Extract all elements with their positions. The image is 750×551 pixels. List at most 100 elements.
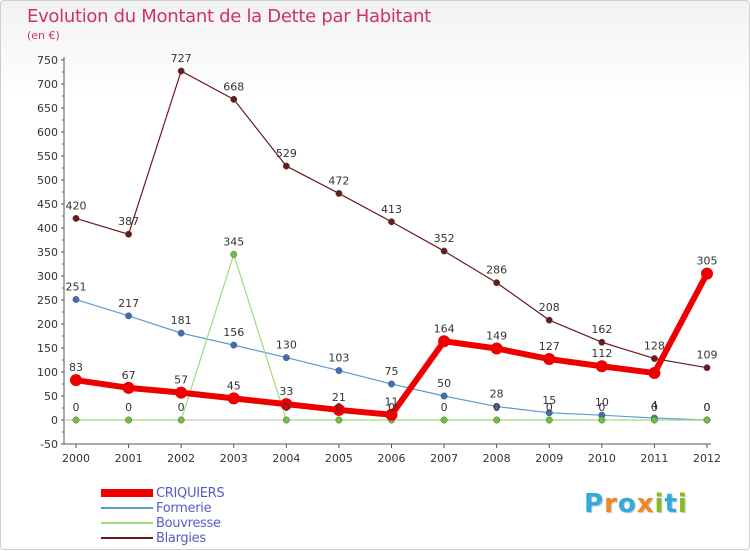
data-point-criquiers — [438, 335, 451, 348]
data-label-blargies: 352 — [434, 232, 455, 245]
data-point-formerie — [493, 403, 501, 411]
data-label-criquiers: 305 — [697, 255, 718, 268]
data-label-criquiers: 149 — [486, 329, 507, 342]
logo-letter: t — [664, 489, 678, 519]
data-label-bouvresse: 0 — [125, 401, 132, 414]
data-label-blargies: 668 — [223, 80, 244, 93]
data-point-criquiers — [385, 408, 398, 421]
y-tick-label: 700 — [37, 78, 58, 91]
data-point-blargies — [282, 162, 290, 170]
data-point-bouvresse — [440, 416, 448, 424]
x-tick-label: 2002 — [167, 452, 195, 465]
data-label-blargies: 208 — [539, 301, 560, 314]
data-point-bouvresse — [598, 416, 606, 424]
data-point-bouvresse — [493, 416, 501, 424]
data-label-bouvresse: 0 — [178, 401, 185, 414]
data-point-criquiers — [280, 398, 293, 411]
data-label-formerie: 10 — [595, 396, 609, 409]
data-point-blargies — [177, 67, 185, 75]
data-point-bouvresse — [177, 416, 185, 424]
data-point-formerie — [545, 409, 553, 417]
legend-swatch-formerie — [101, 507, 153, 509]
data-point-bouvresse — [72, 416, 80, 424]
data-label-blargies: 529 — [276, 147, 297, 160]
data-point-blargies — [440, 247, 448, 255]
logo-letter: o — [617, 489, 637, 519]
series-line-criquiers — [73, 270, 710, 418]
data-point-criquiers — [175, 386, 188, 399]
y-tick-label: 200 — [37, 318, 58, 331]
x-tick-label: 2001 — [115, 452, 143, 465]
data-point-formerie — [335, 367, 343, 375]
data-point-criquiers — [595, 360, 608, 373]
x-tick-label: 2008 — [483, 452, 511, 465]
logo-letter: P — [584, 489, 605, 519]
x-tick-label: 2003 — [220, 452, 248, 465]
data-label-blargies: 420 — [66, 199, 87, 212]
y-tick-label: 50 — [44, 390, 58, 403]
data-label-bouvresse: 0 — [441, 401, 448, 414]
legend-label-criquiers: CRIQUIERS — [156, 486, 225, 501]
data-point-criquiers — [70, 374, 82, 387]
y-tick-label: 100 — [37, 366, 58, 379]
data-point-bouvresse — [125, 416, 133, 424]
data-label-formerie: 28 — [490, 388, 504, 401]
data-point-blargies — [493, 279, 501, 287]
data-point-bouvresse — [650, 416, 658, 424]
data-point-formerie — [440, 392, 448, 400]
x-tick-label: 2004 — [272, 452, 300, 465]
data-label-criquiers: 57 — [174, 374, 188, 387]
data-label-bouvresse: 0 — [493, 401, 500, 414]
data-label-formerie: 75 — [385, 365, 399, 378]
y-tick-label: 500 — [37, 174, 58, 187]
data-label-criquiers: 11 — [385, 396, 399, 409]
data-label-formerie: 181 — [171, 314, 192, 327]
y-tick-label: 450 — [37, 198, 58, 211]
x-tick-label: 2005 — [325, 452, 353, 465]
y-tick-label: 400 — [37, 222, 58, 235]
data-label-bouvresse: 0 — [335, 401, 342, 414]
data-label-blargies: 286 — [486, 264, 507, 277]
data-label-formerie: 4 — [651, 399, 658, 412]
data-label-bouvresse: 345 — [223, 235, 244, 248]
data-label-blargies: 472 — [328, 174, 349, 187]
data-label-formerie: 50 — [437, 377, 451, 390]
data-label-bouvresse: 0 — [546, 401, 553, 414]
y-tick-label: 750 — [37, 54, 58, 67]
y-tick-label: 0 — [51, 414, 58, 427]
data-point-bouvresse — [703, 416, 711, 424]
data-label-formerie: 156 — [223, 326, 244, 339]
data-point-blargies — [125, 230, 133, 238]
data-point-bouvresse — [335, 416, 343, 424]
data-label-bouvresse: 0 — [651, 401, 658, 414]
data-point-criquiers — [543, 353, 556, 366]
data-point-formerie — [177, 329, 185, 337]
data-label-formerie: 217 — [118, 297, 139, 310]
data-point-blargies — [703, 364, 711, 372]
data-point-criquiers — [332, 403, 345, 416]
logo-letter: i — [677, 489, 688, 519]
data-point-formerie — [282, 354, 290, 362]
x-tick-label: 2006 — [378, 452, 406, 465]
x-tick-label: 2007 — [430, 452, 458, 465]
legend-swatch-criquiers — [101, 488, 153, 498]
y-tick-label: 650 — [37, 102, 58, 115]
data-label-bouvresse: 0 — [598, 401, 605, 414]
data-point-blargies — [545, 316, 553, 324]
data-point-criquiers — [490, 342, 503, 355]
data-label-formerie: 15 — [542, 394, 556, 407]
data-point-blargies — [335, 189, 343, 197]
logo-letter: r — [604, 489, 618, 519]
y-tick-label: 550 — [37, 150, 58, 163]
proxiti-logo: Proxiti — [584, 489, 688, 519]
data-label-blargies: 109 — [697, 349, 718, 362]
data-label-criquiers: 83 — [69, 361, 83, 374]
data-label-criquiers: 45 — [227, 379, 241, 392]
legend-label-formerie: Formerie — [156, 501, 212, 516]
data-label-bouvresse: 0 — [388, 401, 395, 414]
x-tick-label: 2000 — [62, 452, 90, 465]
data-label-blargies: 162 — [591, 323, 612, 336]
data-point-formerie — [388, 380, 395, 388]
data-label-blargies: 387 — [118, 215, 139, 228]
